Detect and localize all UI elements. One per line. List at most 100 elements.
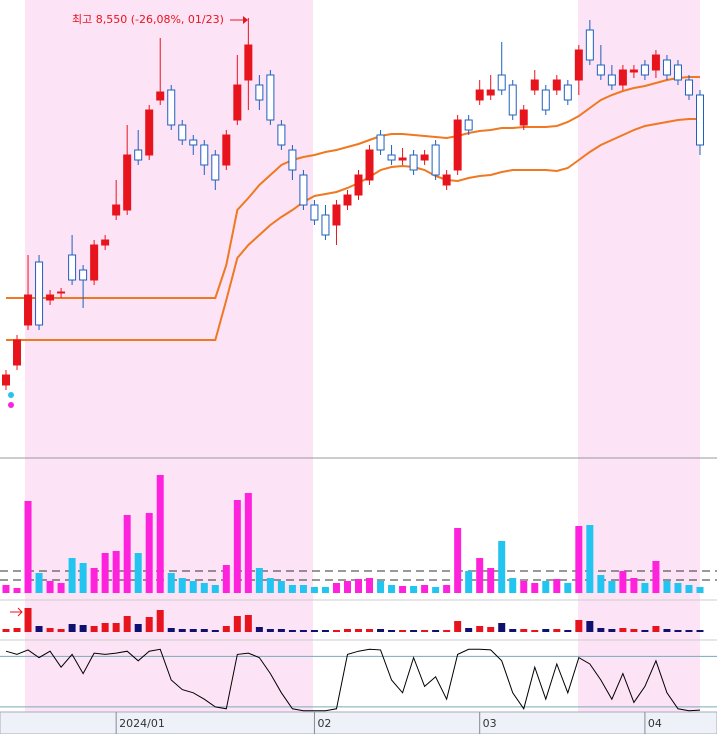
indicator-bar	[233, 500, 241, 593]
indicator-bar	[123, 616, 131, 632]
indicator-bar	[222, 565, 230, 593]
indicator-bar	[520, 581, 528, 593]
candle-body	[453, 119, 462, 171]
indicator-bar	[465, 571, 473, 593]
indicator-bar	[2, 629, 10, 632]
indicator-bar	[134, 553, 142, 593]
candle-body	[35, 261, 44, 326]
candle-body	[343, 194, 352, 206]
band-line	[6, 76, 700, 299]
candle-body	[387, 154, 396, 161]
indicator-bar	[112, 551, 120, 593]
indicator-bar	[244, 493, 252, 593]
month-shade	[578, 0, 700, 712]
candle-body	[189, 139, 198, 146]
indicator-bar	[299, 585, 307, 593]
candle-body	[255, 84, 264, 101]
candle-body	[123, 154, 132, 211]
indicator-bar	[520, 629, 528, 632]
x-tick-label: 2024/01	[119, 717, 165, 730]
indicator-bar	[674, 630, 682, 632]
indicator-bar	[211, 585, 219, 593]
candle-body	[508, 84, 517, 116]
indicator-bar	[608, 581, 616, 593]
indicator-bar	[487, 627, 495, 632]
indicator-bar	[266, 629, 274, 632]
candle-body	[167, 89, 176, 126]
indicator-bar	[288, 585, 296, 593]
indicator-bar	[156, 475, 164, 593]
indicator-bar	[24, 501, 32, 593]
indicator-bar	[652, 626, 660, 632]
indicator-bar	[619, 628, 627, 632]
indicator-bar	[454, 621, 462, 632]
indicator-bar	[630, 578, 638, 593]
indicator-bar	[366, 578, 374, 593]
indicator-bar	[13, 588, 21, 593]
candle-body	[277, 124, 286, 146]
candle-body	[530, 79, 539, 91]
indicator-bar	[112, 623, 120, 632]
candle-body	[222, 134, 231, 166]
candle-body	[68, 254, 77, 281]
indicator-bar	[332, 583, 340, 593]
indicator-bar	[487, 568, 495, 593]
indicator-bar	[663, 629, 671, 632]
indicator-bar	[288, 630, 296, 632]
indicator-bar	[608, 629, 616, 632]
candle-body	[244, 44, 253, 81]
candle-body	[354, 174, 363, 196]
candle-body	[596, 64, 605, 76]
indicator-bar	[277, 581, 285, 593]
indicator-bar	[531, 630, 539, 632]
indicator-bar	[343, 629, 351, 632]
candle-body	[673, 64, 682, 81]
band-line	[6, 118, 700, 341]
indicator-bar	[57, 583, 65, 593]
indicator-bar	[377, 629, 385, 632]
pane-arrow	[10, 607, 23, 617]
candle-body	[420, 154, 429, 161]
indicator-bar	[189, 581, 197, 593]
indicator-bar	[443, 585, 451, 593]
candle-body	[145, 109, 154, 156]
candle-body	[651, 54, 660, 71]
indicator-bar	[399, 586, 407, 593]
x-axis-strip	[0, 711, 717, 735]
indicator-bar	[454, 528, 462, 593]
indicator-bar	[266, 578, 274, 593]
x-tick-label: 04	[648, 717, 662, 730]
candle-body	[233, 84, 242, 121]
indicator-bar	[321, 630, 329, 632]
candle-body	[618, 69, 627, 86]
indicator-bar	[310, 630, 318, 632]
indicator-bar	[498, 623, 506, 632]
indicator-bar	[79, 563, 87, 593]
indicator-bar	[641, 630, 649, 632]
indicator-bar	[13, 628, 21, 632]
indicator-bar	[277, 629, 285, 632]
indicator-bar	[68, 558, 76, 593]
indicator-bar	[531, 583, 539, 593]
indicator-bar	[586, 621, 594, 632]
candle-body	[541, 89, 550, 111]
indicator-bar	[597, 575, 605, 593]
indicator-bar	[299, 630, 307, 632]
indicator-bar	[189, 629, 197, 632]
candle-body	[46, 294, 55, 301]
indicator-bar	[553, 629, 561, 632]
indicator-bar	[674, 583, 682, 593]
indicator-bar	[443, 630, 451, 632]
indicator-bar	[332, 630, 340, 632]
indicator-bar	[321, 587, 329, 593]
annotation-arrow-head	[243, 16, 248, 24]
indicator-bar	[553, 579, 561, 593]
candle-body	[696, 94, 704, 146]
indicator-bar	[255, 627, 263, 632]
indicator-bar	[542, 629, 550, 632]
indicator-bar	[343, 581, 351, 593]
x-tick-label: 03	[483, 717, 497, 730]
indicator-bar	[90, 568, 98, 593]
indicator-bar	[652, 561, 660, 593]
x-tick-label: 02	[317, 717, 331, 730]
